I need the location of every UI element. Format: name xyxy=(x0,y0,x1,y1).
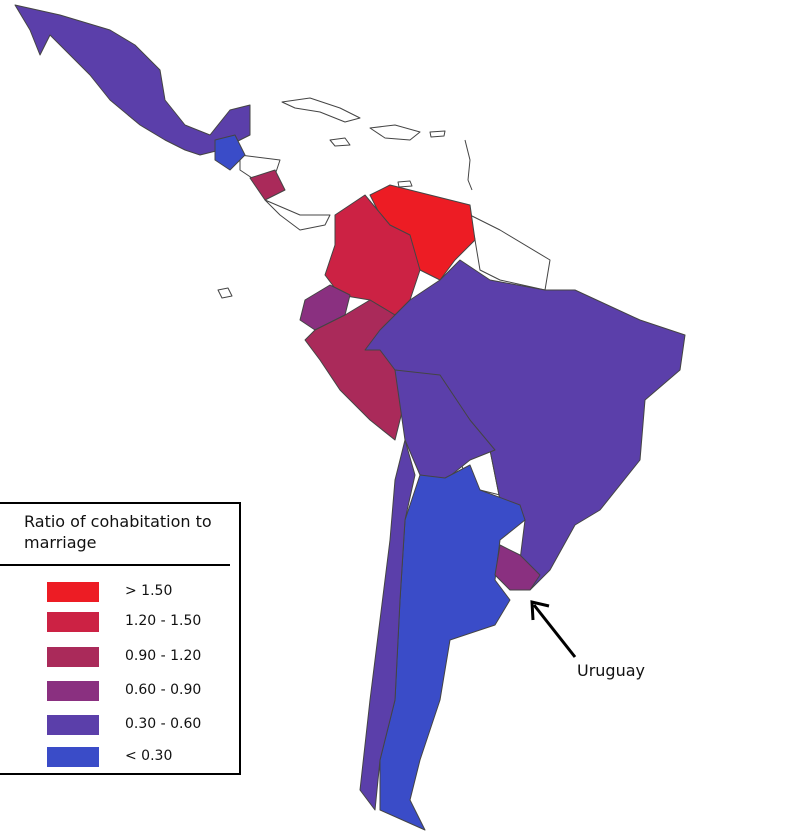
legend-swatch xyxy=(47,715,99,735)
country-uruguay xyxy=(494,544,541,591)
country-bolivia xyxy=(394,369,496,481)
legend-swatch xyxy=(47,681,99,701)
island xyxy=(464,139,473,191)
legend-label: > 1.50 xyxy=(125,583,173,599)
country xyxy=(469,214,551,291)
legend-swatch xyxy=(47,582,99,602)
arrow-head xyxy=(530,600,550,621)
annotation: Uruguay xyxy=(577,661,645,680)
country xyxy=(264,199,331,231)
legend-swatch xyxy=(47,612,99,632)
island xyxy=(329,137,351,147)
legend-label: 0.90 - 1.20 xyxy=(125,648,202,664)
island xyxy=(429,130,446,138)
legend-label: < 0.30 xyxy=(125,748,173,764)
legend-label: 1.20 - 1.50 xyxy=(125,613,202,629)
country-mexico xyxy=(14,4,251,156)
arrow xyxy=(530,600,577,658)
island xyxy=(369,124,421,141)
island xyxy=(281,97,361,123)
arrow-shaft xyxy=(532,604,577,658)
legend-label: 0.30 - 0.60 xyxy=(125,716,202,732)
island xyxy=(217,287,233,299)
legend: Ratio of cohabitation to marriage > 1.50… xyxy=(0,502,241,775)
country-nicaragua xyxy=(249,169,286,201)
legend-label: 0.60 - 0.90 xyxy=(125,682,202,698)
country-guatemala xyxy=(214,134,246,171)
legend-swatch xyxy=(47,747,99,767)
island xyxy=(397,180,413,188)
legend-title: Ratio of cohabitation to marriage xyxy=(0,504,230,566)
legend-swatch xyxy=(47,647,99,667)
country-chile xyxy=(359,439,416,811)
